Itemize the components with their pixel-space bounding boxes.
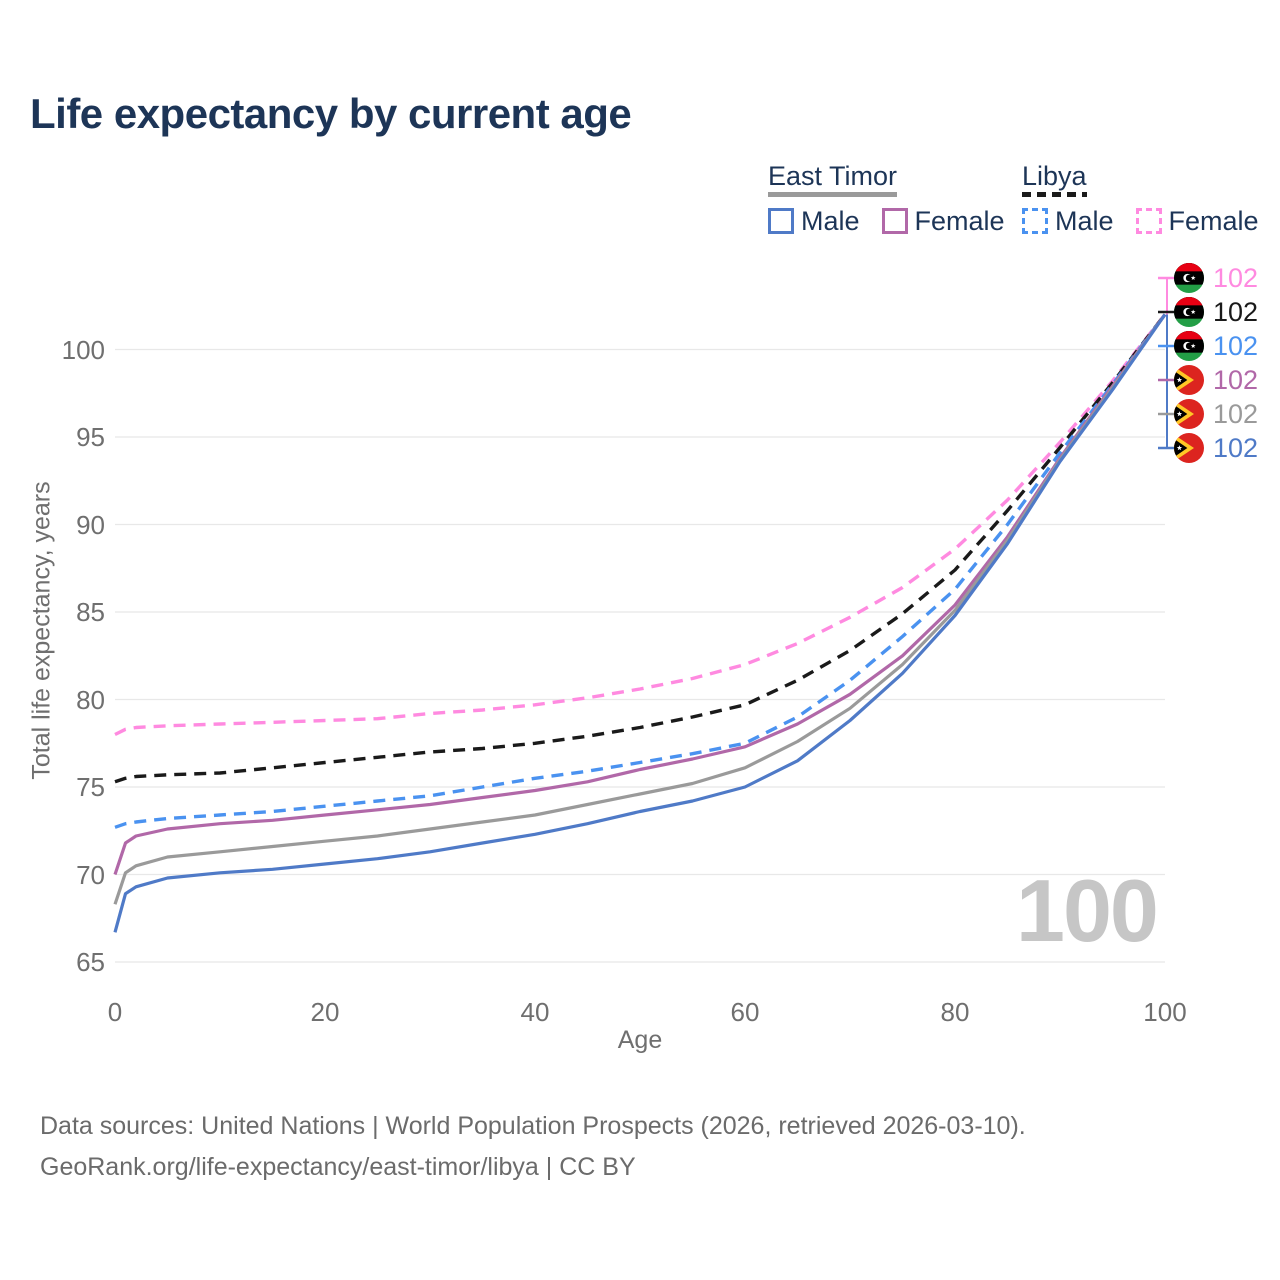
end-value-text: 102 bbox=[1213, 399, 1259, 429]
legend-group-underline-solid bbox=[768, 192, 898, 197]
legend-swatch-icon bbox=[1022, 208, 1048, 234]
legend-item-label: Female bbox=[914, 206, 1005, 236]
age-indicator-watermark: 100 bbox=[1016, 861, 1159, 960]
legend: East Timor Male Female Libya Male Female bbox=[768, 161, 1259, 242]
east-timor-male-line[interactable] bbox=[113, 313, 1167, 933]
y-tick-label-75: 75 bbox=[76, 772, 105, 802]
libya-both-sexes-line[interactable] bbox=[114, 313, 1167, 784]
end-value-label-libya-0: 102 bbox=[1174, 262, 1258, 294]
libya-female-line[interactable] bbox=[114, 313, 1167, 737]
x-tick-label-40: 40 bbox=[520, 997, 550, 1027]
x-tick-label-80: 80 bbox=[940, 997, 970, 1027]
legend-group-label: East Timor bbox=[768, 161, 898, 191]
end-value-label-libya-1: 102 bbox=[1174, 296, 1258, 328]
end-value-text: 102 bbox=[1213, 297, 1259, 327]
legend-group-libya: Libya Male Female bbox=[1022, 162, 1259, 236]
legend-swatch-icon bbox=[768, 208, 794, 234]
x-tick-label-20: 20 bbox=[310, 997, 340, 1027]
legend-swatch-icon bbox=[1135, 208, 1162, 234]
legend-swatch-icon bbox=[881, 208, 908, 234]
end-value-label-east-timor-5: 102 bbox=[1174, 432, 1258, 464]
libya-flag-icon bbox=[1174, 263, 1204, 293]
end-value-label-east-timor-4: 102 bbox=[1174, 398, 1258, 430]
legend-group-label-wrap: Libya bbox=[1022, 162, 1087, 197]
libya-flag-icon bbox=[1174, 297, 1204, 327]
x-tick-label-60: 60 bbox=[730, 997, 760, 1027]
footer: Data sources: United Nations | World Pop… bbox=[40, 1106, 1026, 1188]
x-axis-title: Age bbox=[617, 1026, 663, 1054]
x-tick-label-100: 100 bbox=[1143, 997, 1187, 1027]
libya-flag-icon bbox=[1174, 331, 1204, 361]
legend-item-libya-male[interactable]: Male bbox=[1022, 206, 1114, 236]
legend-group-underline-dashed bbox=[1022, 192, 1087, 197]
east-timor-both-sexes-line[interactable] bbox=[113, 313, 1167, 905]
x-tick-label-0: 0 bbox=[107, 997, 123, 1027]
legend-group-label: Libya bbox=[1022, 161, 1087, 191]
y-tick-label-80: 80 bbox=[76, 684, 105, 715]
legend-item-east-timor-female[interactable]: Female bbox=[881, 206, 1005, 236]
legend-items: Male Female bbox=[768, 206, 1005, 236]
legend-item-libya-female[interactable]: Female bbox=[1135, 206, 1259, 236]
y-tick-label-95: 95 bbox=[76, 422, 105, 452]
libya-male-line[interactable] bbox=[114, 313, 1167, 829]
end-value-label-libya-2: 102 bbox=[1174, 330, 1258, 362]
end-value-text: 102 bbox=[1213, 433, 1259, 463]
east-timor-flag-icon bbox=[1174, 433, 1204, 463]
end-value-text: 102 bbox=[1213, 263, 1259, 293]
y-tick-label-90: 90 bbox=[76, 509, 105, 540]
footer-data-sources: Data sources: United Nations | World Pop… bbox=[40, 1112, 1026, 1140]
legend-item-label: Female bbox=[1168, 206, 1259, 236]
y-tick-label-85: 85 bbox=[76, 597, 105, 627]
page-title: Life expectancy by current age bbox=[30, 90, 632, 137]
y-tick-label-100: 100 bbox=[61, 334, 105, 365]
legend-group-label-wrap: East Timor bbox=[768, 161, 898, 197]
legend-item-label: Male bbox=[801, 206, 860, 236]
legend-group-east-timor: East Timor Male Female bbox=[768, 161, 1005, 236]
end-value-text: 102 bbox=[1213, 365, 1259, 395]
end-value-text: 102 bbox=[1213, 331, 1259, 361]
footer-attribution-link: GeoRank.org/life-expectancy/east-timor/l… bbox=[40, 1153, 636, 1181]
legend-items: Male Female bbox=[1022, 206, 1259, 236]
legend-item-label: Male bbox=[1055, 206, 1114, 236]
east-timor-flag-icon bbox=[1174, 399, 1204, 429]
east-timor-flag-icon bbox=[1174, 365, 1204, 395]
end-value-label-east-timor-3: 102 bbox=[1174, 364, 1258, 396]
y-tick-label-65: 65 bbox=[76, 947, 105, 977]
y-tick-label-70: 70 bbox=[76, 859, 105, 890]
east-timor-female-line[interactable] bbox=[113, 313, 1167, 876]
legend-item-east-timor-male[interactable]: Male bbox=[768, 206, 860, 236]
